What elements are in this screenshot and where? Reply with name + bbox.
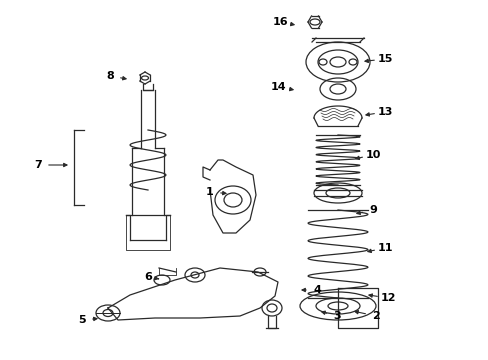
Text: 10: 10 [365,150,380,160]
Text: 6: 6 [144,272,152,282]
Text: 11: 11 [376,243,392,253]
Text: 15: 15 [377,54,392,64]
Text: 16: 16 [272,17,287,27]
Text: 9: 9 [368,205,376,215]
Text: 13: 13 [377,107,392,117]
Text: 12: 12 [380,293,395,303]
Text: 2: 2 [371,311,379,321]
Text: 5: 5 [78,315,85,325]
Text: 4: 4 [312,285,320,295]
Text: 7: 7 [34,160,42,170]
Text: 1: 1 [206,187,213,197]
Text: 14: 14 [271,82,286,92]
Text: 8: 8 [106,71,114,81]
Text: 3: 3 [332,311,340,321]
